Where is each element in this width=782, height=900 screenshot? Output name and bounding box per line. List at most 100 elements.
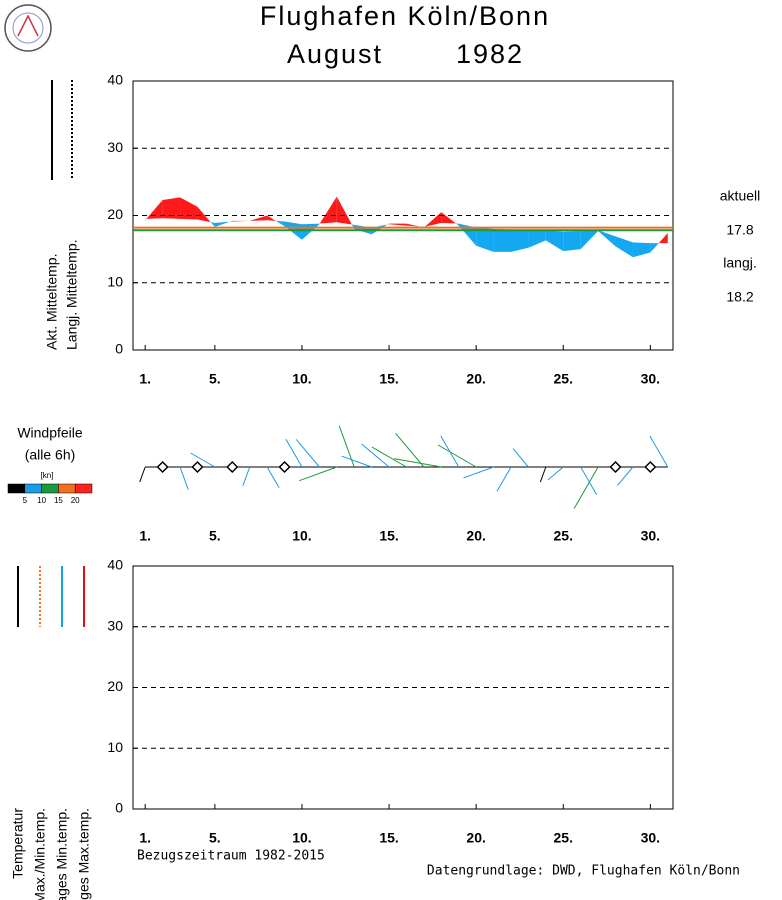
reference-value: 18.2: [726, 289, 753, 305]
anomaly-fill: [563, 230, 581, 252]
wind-arrow: [617, 466, 634, 486]
x-tick-label: 20.: [466, 371, 485, 387]
wind-arrow: [190, 452, 216, 468]
anomaly-fill: [424, 212, 442, 227]
y-tick-label: 0: [115, 341, 123, 357]
x-tick-label: 5.: [209, 830, 221, 846]
legend-label: Abs. Max./Min.temp.: [32, 808, 48, 900]
y-tick-label: 10: [107, 273, 123, 289]
legend-label: Langj. Mitteltemp.: [64, 240, 80, 351]
wind-arrow: [573, 466, 599, 509]
wind-arrow: [463, 466, 494, 479]
x-tick-label: 5.: [209, 371, 221, 387]
wind-arrow: [580, 466, 598, 495]
anomaly-fill: [615, 236, 633, 258]
plot-frame: [132, 80, 674, 351]
legend-label: Tages Min.temp.: [54, 808, 70, 900]
logo-ring: [4, 4, 52, 52]
scale-swatch: [24, 483, 42, 494]
anomaly-fill: [145, 218, 147, 221]
year: 1982: [456, 39, 524, 69]
x-tick-label: 15.: [379, 371, 398, 387]
calm-marker: [191, 460, 204, 474]
wind-title: Windpfeile: [17, 425, 83, 441]
wind-arrow: [266, 466, 280, 489]
anomaly-fill: [387, 223, 390, 225]
wind-arrow: [341, 455, 372, 468]
scale-swatch: [41, 483, 59, 494]
anomaly-fill: [580, 230, 599, 250]
x-tick-label: 25.: [554, 830, 573, 846]
x-tick-label: 25.: [554, 528, 573, 544]
legend-label: Tages Max.temp.: [76, 808, 92, 900]
wind-arrow: [299, 466, 337, 482]
anomaly-fill: [458, 223, 477, 246]
anomaly-fill: [301, 223, 320, 240]
wind-arrow: [437, 444, 477, 468]
calm-marker: [644, 460, 657, 474]
anomaly-fill: [528, 229, 546, 248]
x-tick-label: 5.: [209, 528, 221, 544]
x-tick-label: 10.: [292, 528, 311, 544]
title: Flughafen Köln/Bonn: [260, 1, 550, 31]
wind-arrow: [295, 439, 320, 468]
x-tick-label: 1.: [139, 528, 151, 544]
anomaly-fill: [441, 212, 456, 224]
wind-arrow: [338, 425, 355, 468]
wind-subtitle: (alle 6h): [25, 447, 76, 463]
wind-arrow: [361, 443, 390, 468]
anomaly-fill: [658, 232, 668, 244]
scale-tick-label: 15: [54, 496, 63, 505]
y-tick-label: 30: [107, 139, 123, 155]
wind-arrow: [496, 466, 512, 492]
legend-label: Temperatur: [10, 808, 26, 879]
y-tick-label: 40: [107, 557, 123, 573]
x-tick-label: 30.: [641, 528, 660, 544]
legend-label: Akt. Mitteltemp.: [44, 254, 60, 350]
scale-swatch: [74, 483, 93, 494]
anomaly-fill: [249, 215, 268, 221]
anomaly-fill: [336, 196, 352, 225]
y-tick-label: 30: [107, 617, 123, 633]
anomaly-fill: [214, 221, 230, 227]
anomaly-fill: [319, 196, 337, 224]
y-tick-label: 40: [107, 72, 123, 88]
anomaly-fill: [146, 200, 163, 219]
wind-arrow: [395, 432, 425, 468]
x-tick-label: 10.: [292, 371, 311, 387]
anomaly-fill: [232, 220, 250, 222]
anomaly-fill: [493, 228, 511, 252]
x-tick-label: 30.: [641, 830, 660, 846]
scale-tick-label: 5: [23, 496, 28, 505]
calm-marker: [609, 460, 622, 474]
logo: [4, 4, 52, 52]
wind-arrow: [371, 446, 407, 468]
charts: 0 10 20 30 40 1. 5. 10. 15. 20. 25. 30. aktuell 17.8 l…: [7, 72, 760, 900]
calm-marker: [156, 460, 169, 474]
anomaly-fill: [476, 227, 494, 252]
wind-arrow: [539, 466, 547, 483]
anomaly-fill: [455, 223, 459, 226]
anomaly-fill: [650, 243, 659, 253]
wind-arrow: [649, 435, 669, 468]
anomaly-fill: [598, 230, 616, 247]
x-tick-label: 15.: [379, 830, 398, 846]
anomaly-fill: [406, 223, 420, 227]
reference-label: langj.: [723, 255, 756, 271]
scale-unit: [kn]: [41, 471, 54, 480]
reference-period: Bezugszeitraum 1982-2015: [137, 849, 325, 864]
scale-swatch: [7, 483, 26, 494]
anomaly-fill: [389, 223, 407, 226]
anomaly-fill: [210, 222, 215, 227]
anomaly-fill: [545, 230, 564, 252]
calm-marker: [278, 460, 291, 474]
scale-tick-label: 10: [37, 496, 46, 505]
x-tick-label: 15.: [379, 528, 398, 544]
logo-mark: [17, 14, 39, 37]
y-tick-label: 20: [107, 678, 123, 694]
anomaly-fill: [632, 242, 651, 258]
anomaly-fill: [229, 220, 233, 222]
anomaly-fill: [180, 197, 198, 220]
calm-marker: [226, 460, 239, 474]
